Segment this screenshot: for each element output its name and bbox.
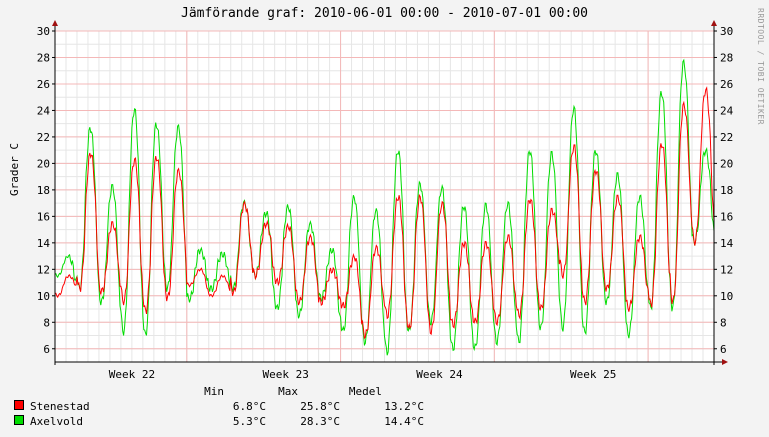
y-tick-label: 8 [43,316,50,329]
legend-row-axelvold: Axelvold 5.3°C 28.3°C 14.4°C [14,414,424,429]
y-tick-label-right: 20 [720,157,733,170]
legend-max-axelvold: 28.3°C [300,415,340,428]
y-tick-label-right: 18 [720,184,733,197]
x-tick-label: Week 24 [416,368,463,381]
legend-label-axelvold: Axelvold [30,415,83,428]
series-line-stenestad [54,86,715,340]
legend-header-medel: Medel [348,385,382,398]
x-axis-arrow [722,359,728,365]
legend-min-stenestad: 6.8°C [232,400,266,413]
legend-min-axelvold: 5.3°C [232,415,266,428]
series-lines [54,58,715,356]
legend-header-min: Min [204,385,224,398]
legend-medel-axelvold: 14.4°C [384,415,424,428]
y-tick-label-right: 16 [720,210,733,223]
y-tick-label: 12 [37,263,50,276]
series-line-axelvold [54,58,715,356]
y-tick-label: 6 [43,343,50,356]
axes [52,20,728,365]
legend-max-stenestad: 25.8°C [300,400,340,413]
y-tick-label-right: 8 [720,316,727,329]
y-tick-labels: 6 6 8 8 10 10 12 12 14 14 16 16 18 18 20 20 22 22 24 24 26 26… [37,25,734,356]
y-tick-label: 18 [37,184,50,197]
y-tick-label-right: 22 [720,131,733,144]
legend-swatch-stenestad [14,400,24,410]
y-tick-label-right: 14 [720,237,734,250]
y-axis-arrow [52,20,58,26]
y-tick-label-right: 12 [720,263,733,276]
y-tick-label: 10 [37,290,50,303]
legend-row-stenestad: Stenestad 6.8°C 25.8°C 13.2°C [14,399,424,414]
legend-label-stenestad: Stenestad [30,400,90,413]
y-tick-label-right: 28 [720,51,733,64]
chart-title: Jämförande graf: 2010-06-01 00:00 - 2010… [181,6,588,21]
legend-header-max: Max [278,385,298,398]
watermark: RRDTOOL / TOBI OETIKER [756,8,765,125]
legend-swatch-axelvold [14,415,24,425]
y-axis-right-arrow [711,20,717,26]
x-tick-label: Week 22 [109,368,155,381]
y-tick-label: 24 [37,104,51,117]
y-tick-label: 30 [37,25,50,38]
y-axis-label: Grader C [8,143,21,196]
y-tick-label-right: 24 [720,104,734,117]
x-tick-labels: Week 22 Week 23 Week 24 Week 25 [109,368,617,381]
y-tick-label: 14 [37,237,51,250]
x-tick-label: Week 25 [570,368,616,381]
legend-header: Min Max Medel [14,384,424,399]
y-tick-label-right: 30 [720,25,733,38]
y-tick-label: 16 [37,210,50,223]
grid [54,30,715,363]
y-tick-label: 22 [37,131,50,144]
y-tick-label-right: 26 [720,78,733,91]
y-tick-label: 20 [37,157,50,170]
y-tick-label-right: 6 [720,343,727,356]
y-tick-label: 28 [37,51,50,64]
legend: Min Max Medel Stenestad 6.8°C 25.8°C 13.… [14,384,424,429]
x-tick-label: Week 23 [262,368,308,381]
legend-medel-stenestad: 13.2°C [384,400,424,413]
y-tick-label: 26 [37,78,50,91]
y-tick-label-right: 10 [720,290,733,303]
